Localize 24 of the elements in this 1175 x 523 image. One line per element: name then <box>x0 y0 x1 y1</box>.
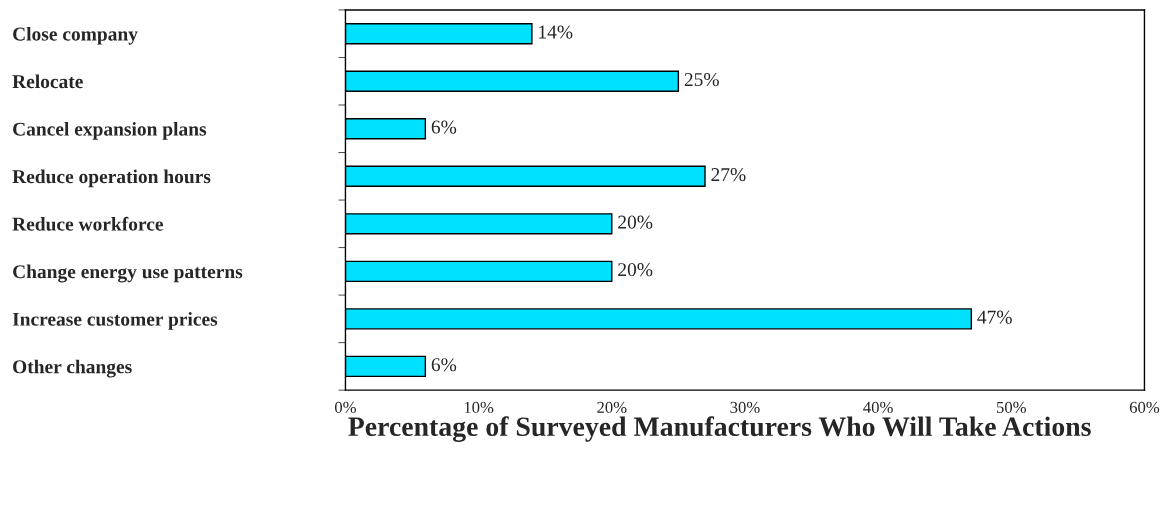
y-tick-label: Reduce operation hours <box>12 169 211 188</box>
x-tick-label: 0% <box>334 401 356 414</box>
y-tick-label: Change energy use patterns <box>13 264 243 283</box>
x-tick-label: 10% <box>464 401 494 414</box>
data-label: 47% <box>977 310 1012 324</box>
x-axis-title: Percentage of Surveyed Manufacturers Who Will Take Actions <box>348 416 1091 442</box>
x-tick-label: 50% <box>996 401 1026 414</box>
data-label: 6% <box>431 358 457 372</box>
y-tick-label: Relocate <box>12 74 83 89</box>
y-tick-label: Other changes <box>13 359 132 378</box>
data-label: 27% <box>711 168 746 182</box>
x-tick-label: 30% <box>730 401 760 414</box>
y-tick-label: Cancel expansion plans <box>13 122 207 140</box>
data-label: 20% <box>618 215 653 229</box>
y-tick-label: Reduce workforce <box>12 216 163 231</box>
data-label: 6% <box>431 120 457 134</box>
y-tick-label: Increase customer prices <box>12 312 218 330</box>
x-tick-label: 60% <box>1129 401 1160 414</box>
data-label: 14% <box>539 25 573 39</box>
data-label: 20% <box>618 263 653 277</box>
x-tick-label: 20% <box>597 401 627 414</box>
y-tick-label: Close company <box>13 26 138 45</box>
x-tick-label: 40% <box>863 401 893 414</box>
data-label: 25% <box>684 72 719 87</box>
